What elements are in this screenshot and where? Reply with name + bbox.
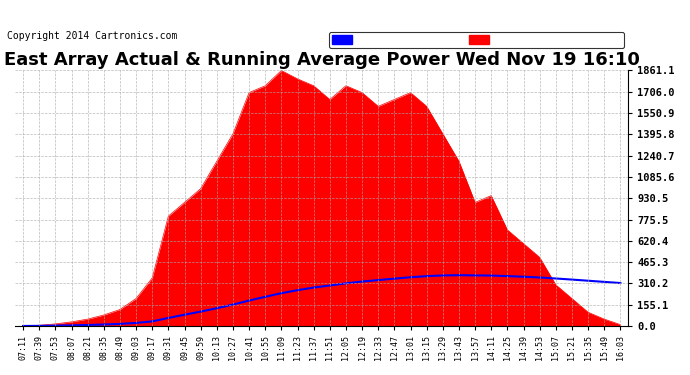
Text: Copyright 2014 Cartronics.com: Copyright 2014 Cartronics.com bbox=[7, 32, 177, 41]
Title: East Array Actual & Running Average Power Wed Nov 19 16:10: East Array Actual & Running Average Powe… bbox=[4, 51, 640, 69]
Legend: Average  (DC Watts), East Array  (DC Watts): Average (DC Watts), East Array (DC Watts… bbox=[329, 32, 624, 48]
